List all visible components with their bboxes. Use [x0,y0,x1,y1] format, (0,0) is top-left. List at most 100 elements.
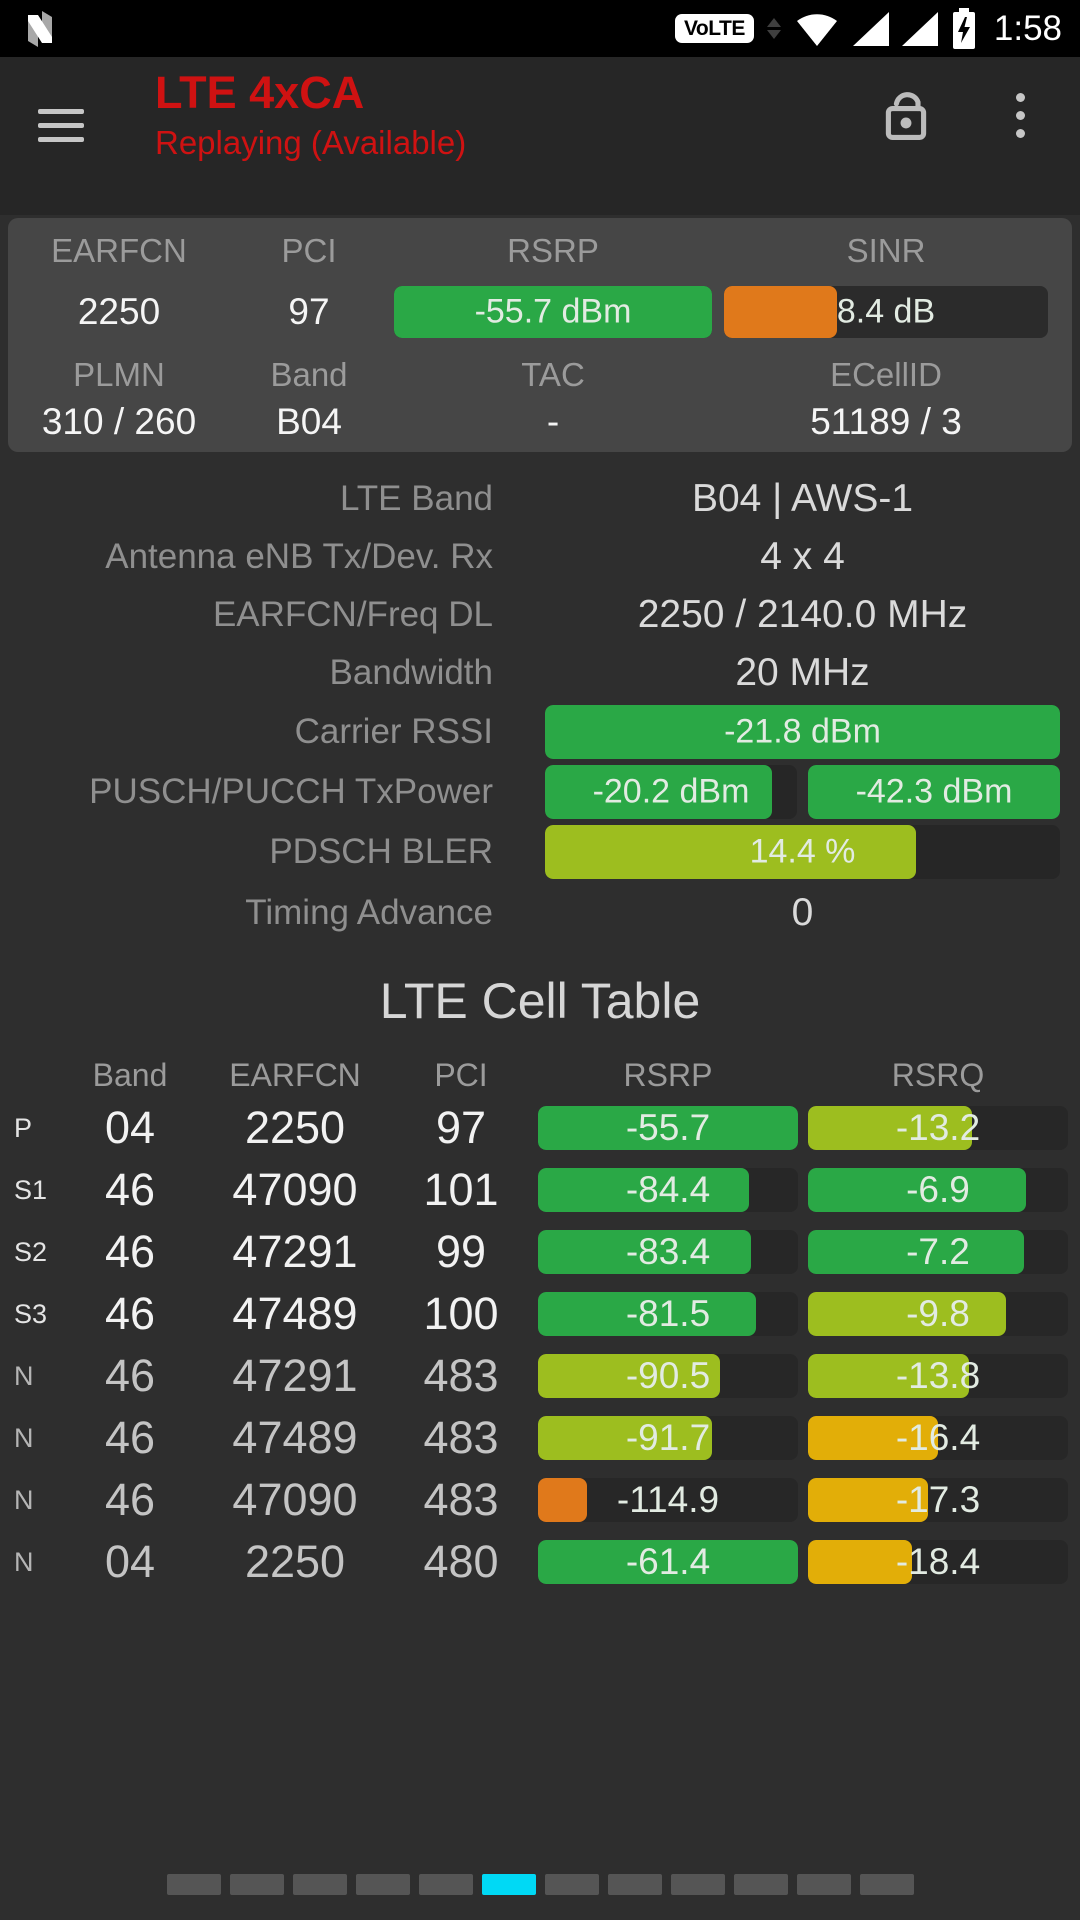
cell-band: 46 [104,1474,156,1525]
cell-type-label: P [14,1112,33,1143]
cell-pci: 483 [423,1412,499,1463]
detail-value-timing-advance: 0 [791,891,814,934]
cell-rsrq-bar: -13.8 [808,1354,1068,1398]
cell-earfcn: 2250 [244,1102,346,1153]
pdsch-bler-bar: 14.4 % [545,825,1060,879]
cell-band: 04 [104,1536,156,1587]
cell-earfcn: 47489 [232,1412,358,1463]
signal-triangle-icon-1 [852,11,889,46]
cell-band: 04 [104,1102,156,1153]
cell-rsrq-value: -18.4 [895,1541,981,1582]
cell-earfcn: 47090 [232,1164,358,1215]
cell-type-label: N [14,1546,34,1577]
cell-rsrq-bar: -16.4 [808,1416,1068,1460]
serving-cell-details: LTE Band B04 | AWS-1 Antenna eNB Tx/Dev.… [0,470,1080,944]
table-row[interactable]: N 46 47090 483 -114.9 -17.3 [0,1469,1080,1531]
summary-value-ecellid: 51189 / 3 [810,401,962,442]
cell-rsrq-value: -6.9 [906,1169,970,1210]
page-indicator-dot[interactable] [859,1874,914,1895]
page-indicator-dot[interactable] [796,1874,851,1895]
detail-label-timing-advance: Timing Advance [245,893,493,932]
cell-band: 46 [104,1412,156,1463]
cell-rsrp-value: -83.4 [625,1231,711,1272]
clock: 1:58 [993,8,1062,48]
page-title: LTE 4xCA [155,67,365,118]
overflow-menu-icon[interactable] [998,87,1042,143]
summary-header-plmn: PLMN [73,356,165,393]
page-indicator-dot[interactable] [418,1874,473,1895]
detail-label-antenna: Antenna eNB Tx/Dev. Rx [105,537,493,576]
summary-header-earfcn: EARFCN [51,232,187,269]
cell-rsrp-value: -61.4 [625,1541,711,1582]
cell-earfcn: 47090 [232,1474,358,1525]
table-row[interactable]: P 04 2250 97 -55.7 -13.2 [0,1097,1080,1159]
data-activity-arrows-icon [766,18,781,39]
cell-type-label: S2 [14,1236,48,1267]
cell-band: 46 [104,1226,156,1277]
cell-earfcn: 2250 [244,1536,346,1587]
page-indicator-dot[interactable] [607,1874,662,1895]
cell-rsrp-bar: -91.7 [538,1416,798,1460]
cell-rsrq-bar: -9.8 [808,1292,1068,1336]
cell-pci: 100 [423,1288,499,1339]
page-indicator-dot[interactable] [544,1874,599,1895]
signal-triangle-icon-2 [901,11,938,46]
detail-label-carrier-rssi: Carrier RSSI [294,712,493,751]
table-row[interactable]: N 46 47489 483 -91.7 -16.4 [0,1407,1080,1469]
hamburger-menu-icon[interactable] [38,109,84,142]
page-indicator-dot[interactable] [166,1874,221,1895]
page-indicator-dot[interactable] [229,1874,284,1895]
detail-value-lte-band: B04 | AWS-1 [691,477,914,520]
carrier-rssi-bar-label: -21.8 dBm [724,712,881,751]
cell-rsrp-bar: -55.7 [538,1106,798,1150]
cell-type-label: S1 [14,1174,48,1205]
detail-value-antenna: 4 x 4 [760,535,845,578]
cell-table-title: LTE Cell Table [379,973,701,1029]
table-row[interactable]: N 46 47291 483 -90.5 -13.8 [0,1345,1080,1407]
cell-rsrq-value: -13.8 [895,1355,981,1396]
cell-rsrq-bar: -17.3 [808,1478,1068,1522]
page-indicator-dot[interactable] [670,1874,725,1895]
table-row[interactable]: S2 46 47291 99 -83.4 -7.2 [0,1221,1080,1283]
page-indicator-dot[interactable] [355,1874,410,1895]
summary-value-tac: - [546,401,560,442]
cell-rsrq-value: -9.8 [906,1293,970,1334]
page-indicator-dot[interactable] [292,1874,347,1895]
cell-pci: 483 [423,1474,499,1525]
page-indicator [0,1874,1080,1895]
pdsch-bler-bar-label: 14.4 % [749,832,856,871]
table-row[interactable]: S3 46 47489 100 -81.5 -9.8 [0,1283,1080,1345]
app-bar: LTE 4xCA Replaying (Available) [0,57,1080,215]
cell-pci: 97 [435,1102,487,1153]
cell-pci: 480 [423,1536,499,1587]
cell-rsrp-value: -91.7 [625,1417,711,1458]
table-row[interactable]: N 04 2250 480 -61.4 -18.4 [0,1531,1080,1593]
cell-pci: 483 [423,1350,499,1401]
col-header-rsrq: RSRQ [891,1056,985,1093]
summary-header-rsrp: RSRP [507,232,599,269]
cell-rsrq-bar: -6.9 [808,1168,1068,1212]
cell-band: 46 [104,1164,156,1215]
page-subtitle: Replaying (Available) [155,124,467,161]
detail-label-txpower: PUSCH/PUCCH TxPower [89,772,493,811]
cell-rsrp-bar: -90.5 [538,1354,798,1398]
sinr-bar-label: 8.4 dB [836,292,936,331]
cell-rsrq-value: -7.2 [906,1231,970,1272]
wifi-icon [794,10,840,48]
summary-value-band: B04 [276,401,342,442]
lock-open-icon[interactable] [874,83,938,147]
summary-header-tac: TAC [521,356,585,393]
page-indicator-dot[interactable] [733,1874,788,1895]
pusch-txpower-bar-label: -20.2 dBm [592,772,750,811]
table-row[interactable]: S1 46 47090 101 -84.4 -6.9 [0,1159,1080,1221]
page-indicator-dot-active[interactable] [481,1874,536,1895]
summary-header-ecellid: ECellID [830,356,942,393]
cell-rsrp-value: -84.4 [625,1169,711,1210]
cell-band: 46 [104,1350,156,1401]
summary-header-sinr: SINR [846,232,926,269]
cell-rsrp-bar: -61.4 [538,1540,798,1584]
summary-value-pci: 97 [288,291,330,332]
cell-rsrq-bar: -7.2 [808,1230,1068,1274]
cell-band: 46 [104,1288,156,1339]
cell-earfcn: 47291 [232,1350,358,1401]
